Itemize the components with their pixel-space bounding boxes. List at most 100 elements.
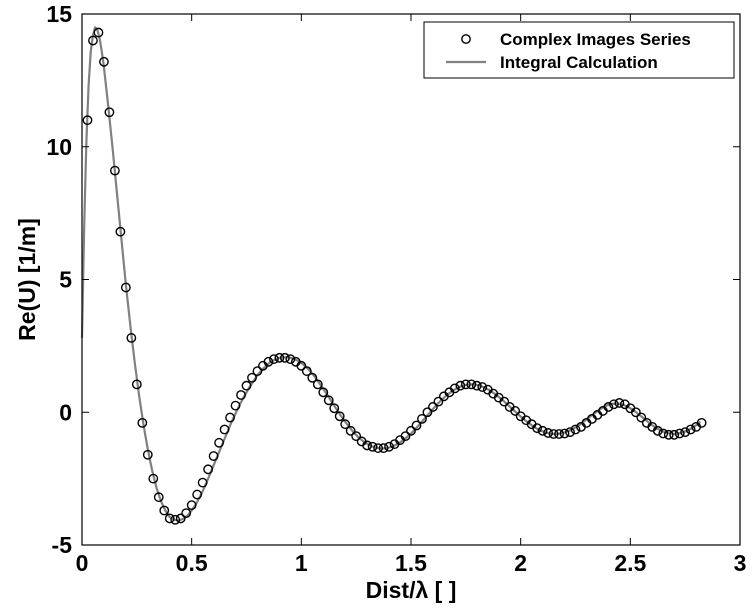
legend-label: Complex Images Series xyxy=(500,30,691,49)
data-point xyxy=(88,35,98,46)
data-point xyxy=(537,425,548,436)
data-point xyxy=(219,424,230,435)
data-point xyxy=(274,352,285,363)
data-point xyxy=(241,380,252,391)
x-tick-label: 2 xyxy=(514,550,527,576)
data-point xyxy=(148,473,159,484)
data-point xyxy=(296,360,307,371)
data-point xyxy=(685,424,696,435)
legend-box xyxy=(423,21,735,79)
data-point xyxy=(170,514,181,525)
data-point xyxy=(460,379,471,390)
y-tick-label: 0 xyxy=(59,399,72,425)
legend-label: Integral Calculation xyxy=(500,53,658,72)
data-point xyxy=(110,165,120,176)
data-point xyxy=(559,428,570,439)
data-point xyxy=(115,226,126,237)
x-axis-label: Dist/λ [ ] xyxy=(366,577,457,603)
data-point xyxy=(614,398,625,408)
data-point xyxy=(663,429,674,440)
data-point xyxy=(411,420,422,431)
data-point xyxy=(543,428,553,438)
data-point xyxy=(131,379,142,390)
data-point xyxy=(384,441,394,452)
data-point xyxy=(203,464,214,475)
data-point xyxy=(455,380,466,391)
x-tick-label: 1 xyxy=(295,550,308,576)
data-point xyxy=(175,513,186,524)
data-point xyxy=(652,425,663,436)
data-point xyxy=(279,352,290,363)
data-point xyxy=(137,417,148,428)
plot-area xyxy=(80,26,707,525)
data-point xyxy=(367,441,378,452)
data-point xyxy=(636,412,647,423)
data-point xyxy=(630,407,641,418)
data-point xyxy=(208,451,219,461)
data-point xyxy=(378,443,389,453)
data-point xyxy=(674,428,685,439)
data-point xyxy=(433,396,444,407)
y-tick-label: -5 xyxy=(52,532,73,558)
data-point xyxy=(373,443,383,453)
data-point xyxy=(696,417,707,428)
data-point xyxy=(471,380,482,391)
data-point xyxy=(192,489,203,500)
data-point xyxy=(126,333,137,343)
data-point xyxy=(362,440,373,451)
x-tick-label: 0.5 xyxy=(176,550,208,576)
data-point xyxy=(153,492,164,503)
data-point xyxy=(680,427,691,438)
x-tick-label: 3 xyxy=(734,550,747,576)
x-tick-label: 2.5 xyxy=(614,550,646,576)
data-point xyxy=(417,413,427,424)
data-point xyxy=(510,406,521,416)
data-point xyxy=(285,354,296,365)
data-point xyxy=(554,429,564,439)
data-point xyxy=(608,399,619,410)
x-tick-label: 1.5 xyxy=(395,550,427,576)
data-point xyxy=(197,477,208,488)
data-point xyxy=(329,403,340,414)
data-point xyxy=(669,429,680,440)
data-point xyxy=(104,107,115,118)
data-point xyxy=(263,356,274,367)
data-point xyxy=(428,402,438,412)
data-point xyxy=(499,396,510,407)
y-tick-label: 5 xyxy=(59,267,72,293)
data-point xyxy=(230,400,241,411)
axes-box xyxy=(81,13,741,546)
data-point xyxy=(466,379,477,390)
data-point xyxy=(142,449,153,460)
data-point xyxy=(225,412,235,423)
data-point xyxy=(334,411,345,422)
data-point xyxy=(301,366,312,376)
data-point xyxy=(570,424,581,435)
data-point xyxy=(159,505,170,516)
data-point xyxy=(181,508,192,519)
data-point xyxy=(323,395,334,406)
y-tick-label: 10 xyxy=(46,134,72,160)
data-point xyxy=(252,366,263,376)
legend-marker xyxy=(461,34,471,44)
legend: Complex Images Series Integral Calculatio… xyxy=(423,21,735,79)
x-tick-label: 0 xyxy=(76,550,89,576)
data-point xyxy=(477,382,488,392)
data-point xyxy=(422,407,433,418)
y-axis-label: Re(U) [1/m] xyxy=(14,218,40,341)
data-point xyxy=(164,513,175,524)
data-point xyxy=(548,429,559,439)
data-point xyxy=(82,115,93,126)
data-point xyxy=(307,372,318,383)
data-point xyxy=(351,431,362,442)
data-point xyxy=(186,500,197,511)
data-point xyxy=(236,390,246,400)
data-point xyxy=(603,402,614,412)
data-point xyxy=(318,387,329,398)
data-point xyxy=(99,56,109,67)
data-point xyxy=(340,419,351,430)
data-point xyxy=(532,423,543,434)
y-tick-label: 15 xyxy=(46,1,72,27)
